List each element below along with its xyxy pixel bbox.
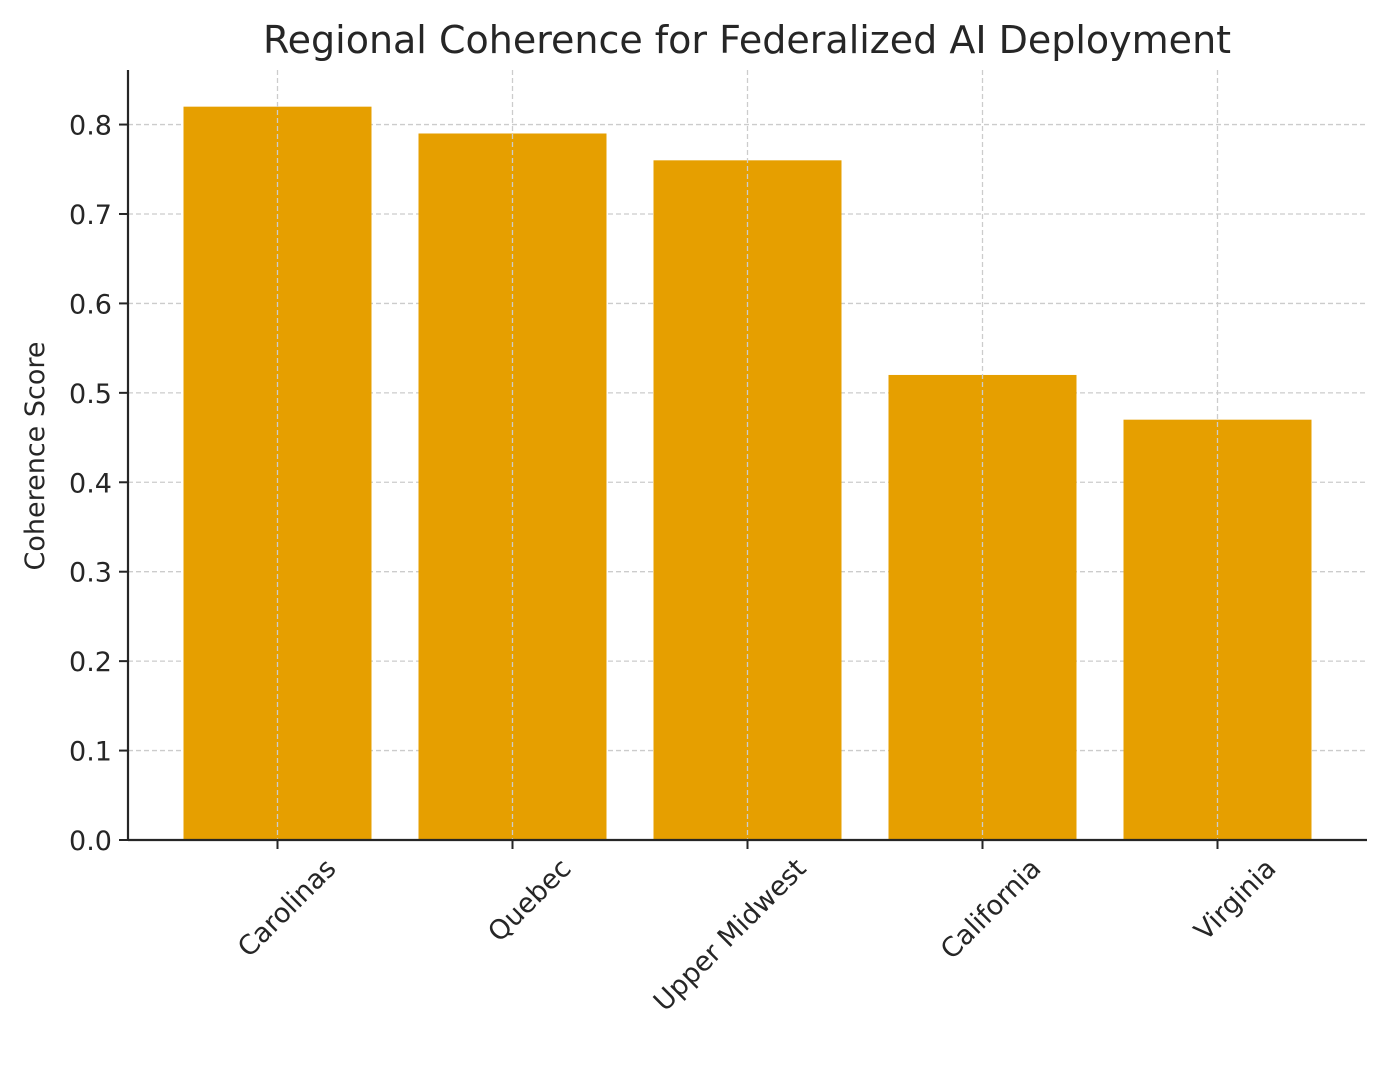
x-tick-label: Quebec [482,853,577,948]
y-tick-label: 0.8 [69,111,112,142]
x-tick-label: California [935,853,1048,966]
y-tick-label: 0.3 [69,558,112,589]
y-tick-label: 0.2 [69,647,112,678]
y-tick-label: 0.7 [69,200,112,231]
y-tick-label: 0.1 [69,737,112,768]
vertical-grid-lines [276,70,1219,840]
x-tick-label: Virginia [1189,853,1283,947]
y-tick-label: 0.4 [69,468,112,499]
x-axis-ticks: Carolinas Quebec Upper Midwest California Vi… [232,840,1282,1018]
y-tick-label: 0.0 [69,826,112,857]
x-tick-label: Carolinas [232,853,342,963]
x-tick-label: Upper Midwest [648,853,812,1017]
y-tick-label: 0.6 [69,289,112,320]
chart-title: Regional Coherence for Federalized AI De… [263,18,1231,62]
y-axis-ticks: 0.0 0.1 0.2 0.3 0.4 0.5 0.6 0.7 0.8 [69,111,128,857]
y-tick-label: 0.5 [69,379,112,410]
y-axis-label: Coherence Score [20,342,51,571]
